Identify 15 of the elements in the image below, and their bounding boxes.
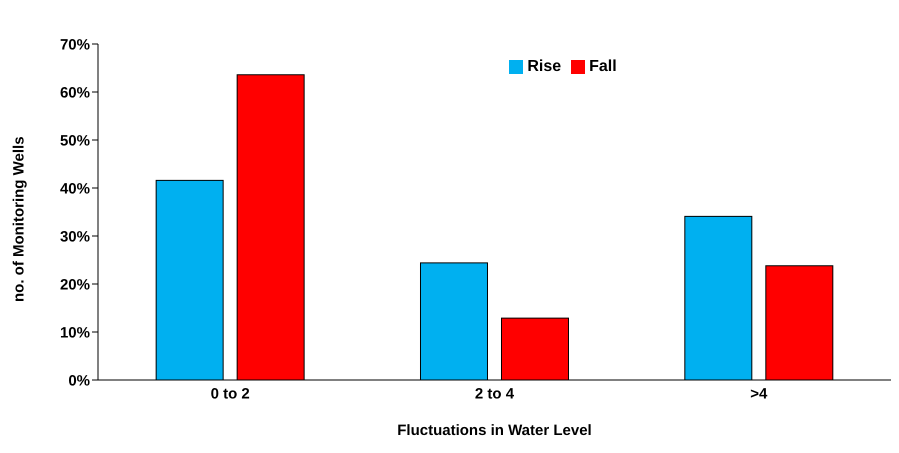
y-tick-label: 30% (60, 228, 90, 246)
legend-label: Rise (527, 58, 562, 75)
x-tick-label: >4 (750, 386, 768, 403)
y-tick-label: 40% (60, 180, 90, 198)
x-tick-label: 2 to 4 (474, 386, 515, 403)
y-tick-label: 10% (60, 324, 90, 342)
y-tick-label: 60% (60, 84, 90, 102)
y-axis-title: no. of Monitoring Wells (10, 136, 28, 302)
x-tick-label: 0 to 2 (210, 386, 250, 403)
y-tick-label: 50% (60, 132, 90, 150)
y-tick-label: 0% (68, 372, 90, 390)
x-axis-title: Fluctuations in Water Level (397, 422, 592, 439)
legend-label: Fall (589, 58, 617, 75)
y-tick-label: 20% (60, 276, 90, 294)
y-tick-label: 70% (60, 36, 90, 54)
